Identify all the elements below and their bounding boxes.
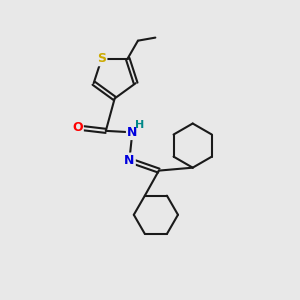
Text: S: S <box>97 52 106 65</box>
Text: H: H <box>135 120 144 130</box>
Text: O: O <box>72 122 83 134</box>
Text: N: N <box>127 126 137 139</box>
Text: N: N <box>124 154 135 167</box>
